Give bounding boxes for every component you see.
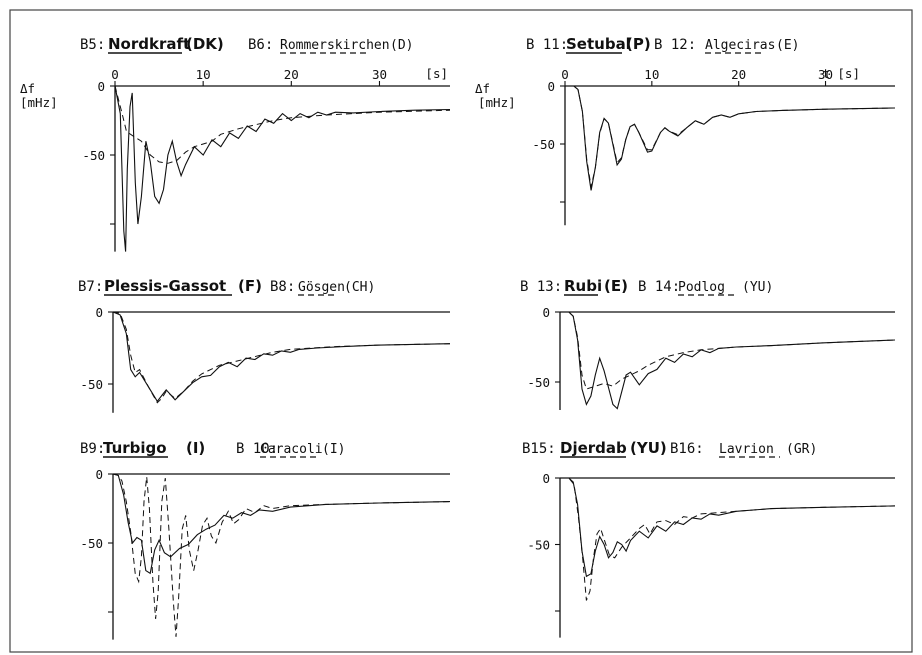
panel-title-primary-name: Turbigo	[103, 439, 167, 457]
x-tick-label: 10	[644, 67, 659, 82]
series-line-dashed	[112, 473, 451, 637]
series-line-dashed	[112, 311, 451, 404]
panel-title-primary-code: B5:	[80, 37, 105, 53]
panel-title-secondary-country: (I)	[322, 442, 345, 457]
panel-title-primary-country: (I)	[186, 439, 205, 457]
x-tick-label: 0	[111, 67, 119, 82]
panel-title-secondary-country: (YU)	[742, 280, 773, 295]
panel-title-secondary-name: Lavrion	[719, 442, 774, 457]
panel-title-secondary-country: (GR)	[786, 442, 817, 457]
panel-title-secondary-name: Gösgen	[298, 280, 345, 295]
panel-title-secondary-code: B 12:	[654, 37, 696, 53]
panel-title-primary-code: B 13:	[520, 279, 562, 295]
panel-B9-B10: B9:Turbigo (I) B 10:Caracoli (I)0-50	[80, 439, 451, 640]
y-tick-label: -50	[527, 538, 550, 553]
x-tick-label: 10	[196, 67, 211, 82]
panel-B13-B14: B 13: Rubi (E) B 14:Podlog (YU) 0 -50	[520, 277, 896, 410]
y-tick-label: 0	[542, 305, 550, 320]
x-axis-unit: [s]	[425, 66, 448, 81]
x-tick-label: 0	[561, 67, 569, 82]
y-tick-label: -50	[80, 536, 103, 551]
y-tick-label: 0	[97, 79, 105, 94]
x-axis-unit: t [s]	[822, 66, 860, 81]
panel-title-secondary-code: B8:	[270, 279, 295, 295]
x-tick-label: 20	[284, 67, 299, 82]
series-line-solid	[112, 311, 451, 403]
panel-title-secondary-code: B6:	[248, 37, 273, 53]
panel-title-primary-name: Plessis-Gassot	[104, 277, 226, 295]
series-line-solid	[565, 85, 896, 191]
y-axis-label: Δf	[475, 81, 490, 96]
series-line-solid	[114, 85, 451, 252]
panel-title-secondary-country: (CH)	[344, 280, 375, 295]
y-tick-label: 0	[95, 305, 103, 320]
series-line-solid	[560, 311, 896, 410]
panel-title-secondary-name: Podlog	[678, 280, 725, 295]
y-tick-label: 0	[542, 471, 550, 486]
panel-title-secondary-code: B16:	[670, 441, 704, 457]
panel-title-primary-code: B15:	[522, 441, 556, 457]
panel-title-secondary-name: Caracoli	[260, 442, 323, 457]
panel-title-primary-country: (P)	[626, 35, 651, 53]
panel-B5-B6: B5: Nordkraft(DK) B6: Rommerskirchen (D) 0 -50…	[20, 35, 451, 252]
y-tick-label: 0	[95, 467, 103, 482]
panel-title-secondary-code: B 14:	[638, 279, 680, 295]
y-tick-label: -50	[532, 137, 555, 152]
x-tick-label: 30	[818, 67, 833, 82]
panel-B15-B16: B15: Djerdab (YU) B16: Lavrion (GR) 0 -50	[522, 439, 896, 638]
panel-title-primary-country: (F)	[238, 277, 262, 295]
panel-B7-B8: B7: Plessis-Gassot (F) B8: Gösgen (CH) 0 -50	[78, 277, 451, 413]
series-line-dashed	[114, 85, 451, 164]
figure-frame	[9, 9, 913, 653]
series-line-dashed	[560, 477, 896, 601]
y-axis-unit: [mHz]	[20, 95, 58, 110]
panel-B11-B12: B 11:Setubal(P) B 12: Algeciras (E) 0 -50 0 10 2…	[475, 35, 896, 226]
series-line-dashed	[560, 311, 896, 390]
panel-title-secondary-name: Algeciras	[705, 38, 775, 53]
panel-title-secondary-country: (D)	[390, 38, 413, 53]
series-line-dashed	[565, 85, 896, 188]
panel-title-primary-name: Rubi	[564, 277, 602, 295]
panel-title-primary-country: (YU)	[630, 439, 667, 457]
y-tick-label: -50	[527, 375, 550, 390]
panel-title-primary-code: B 11:	[526, 37, 568, 53]
panel-title-secondary-name: Rommerskirchen	[280, 38, 390, 53]
panel-title-primary-name: Setubal	[566, 35, 631, 53]
y-tick-label: -50	[82, 148, 105, 163]
x-tick-label: 30	[372, 67, 387, 82]
y-axis-unit: [mHz]	[478, 95, 516, 110]
panels: B5: Nordkraft(DK) B6: Rommerskirchen (D) 0 -50…	[20, 35, 896, 640]
panel-title-primary-name: Nordkraft	[108, 35, 190, 53]
series-line-solid	[560, 477, 896, 578]
y-tick-label: 0	[547, 79, 555, 94]
y-tick-label: -50	[80, 377, 103, 392]
panel-title-primary-name: Djerdab	[560, 439, 627, 457]
panel-title-primary-code: B9:	[80, 441, 105, 457]
panel-title-primary-country: (DK)	[186, 35, 224, 53]
panel-title-secondary-code: B 10:	[236, 441, 278, 457]
x-tick-label: 20	[731, 67, 746, 82]
panel-title-primary-country: (E)	[604, 277, 628, 295]
panel-title-secondary-country: (E)	[776, 38, 799, 53]
panel-title-primary-code: B7:	[78, 279, 103, 295]
y-axis-label: Δf	[20, 81, 35, 96]
series-line-solid	[112, 473, 451, 575]
